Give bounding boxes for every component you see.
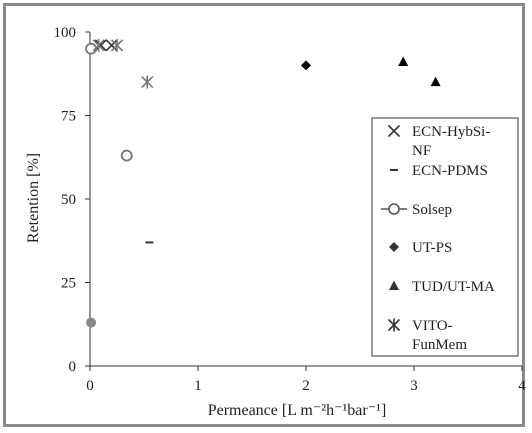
y-axis-title: Retention [%]	[25, 153, 42, 243]
data-point	[105, 39, 118, 52]
legend-marker	[389, 242, 399, 252]
x-axis-title: Permeance [L m⁻²h⁻¹bar⁻¹]	[208, 402, 387, 419]
data-point	[110, 38, 124, 52]
legend-label: NF	[412, 143, 431, 159]
axes	[85, 31, 523, 371]
x-tick-label: 4	[518, 378, 526, 394]
y-tick-label: 75	[61, 109, 76, 125]
legend-marker	[389, 280, 399, 290]
legend-entry: UT-PS	[389, 240, 452, 256]
legend-label: ECN-HybSi-	[412, 124, 490, 140]
legend-label: FunMem	[412, 337, 467, 353]
legend-circle	[388, 203, 400, 215]
legend-entry: ECN-HybSi- NF	[387, 124, 490, 159]
legend-label: TUD/UT-MA	[412, 279, 495, 295]
legend-label: ECN-PDMS	[412, 163, 488, 179]
series-vito-funmem	[92, 38, 154, 89]
legend-entry: VITO- FunMem	[387, 318, 467, 353]
x-marker-stroke	[94, 39, 107, 52]
legend-entry: TUD/UT-MA	[389, 279, 495, 295]
legend-box	[371, 117, 519, 357]
legend-label: Solsep	[412, 202, 452, 218]
data-point	[301, 60, 311, 71]
data-point	[120, 149, 133, 162]
legend-entry: ECN-PDMS	[390, 163, 488, 179]
legend-marker	[387, 318, 401, 332]
legend-label: VITO-	[412, 318, 453, 334]
data-point	[86, 317, 97, 328]
x-tick-label: 2	[302, 378, 310, 394]
data-point	[141, 75, 154, 89]
series-tud-ut-ma	[398, 56, 441, 87]
y-tick-label: 0	[69, 359, 77, 375]
legend-entry: Solsep	[381, 202, 452, 218]
series-solsep	[85, 42, 133, 162]
data-point	[92, 38, 105, 52]
y-tick-label: 50	[61, 192, 76, 208]
data-points	[85, 38, 441, 328]
y-tick-label: 100	[54, 25, 77, 41]
series-ut-ps	[301, 60, 311, 71]
legend-marker	[381, 203, 407, 215]
legend-label: UT-PS	[412, 240, 452, 256]
data-point	[94, 39, 107, 52]
tick-labels: 0 1 2 3 4 0 25 50 75 100	[54, 25, 527, 394]
legend-marker	[387, 124, 401, 138]
series-ecn-hybsi-nf	[94, 39, 118, 52]
x-marker-stroke	[105, 39, 118, 52]
x-tick-label: 3	[410, 378, 418, 394]
y-tick-label: 25	[61, 276, 76, 292]
x-marker-stroke	[387, 124, 401, 138]
axis-titles: Permeance [L m⁻²h⁻¹bar⁻¹] Retention [%]	[25, 153, 386, 419]
data-point	[430, 76, 441, 87]
x-tick-label: 1	[194, 378, 202, 394]
legend: ECN-HybSi- NF ECN-PDMS Solsep UT-PS TUD/UT-MA…	[371, 117, 519, 357]
x-tick-label: 0	[86, 378, 94, 394]
data-point	[398, 56, 409, 67]
